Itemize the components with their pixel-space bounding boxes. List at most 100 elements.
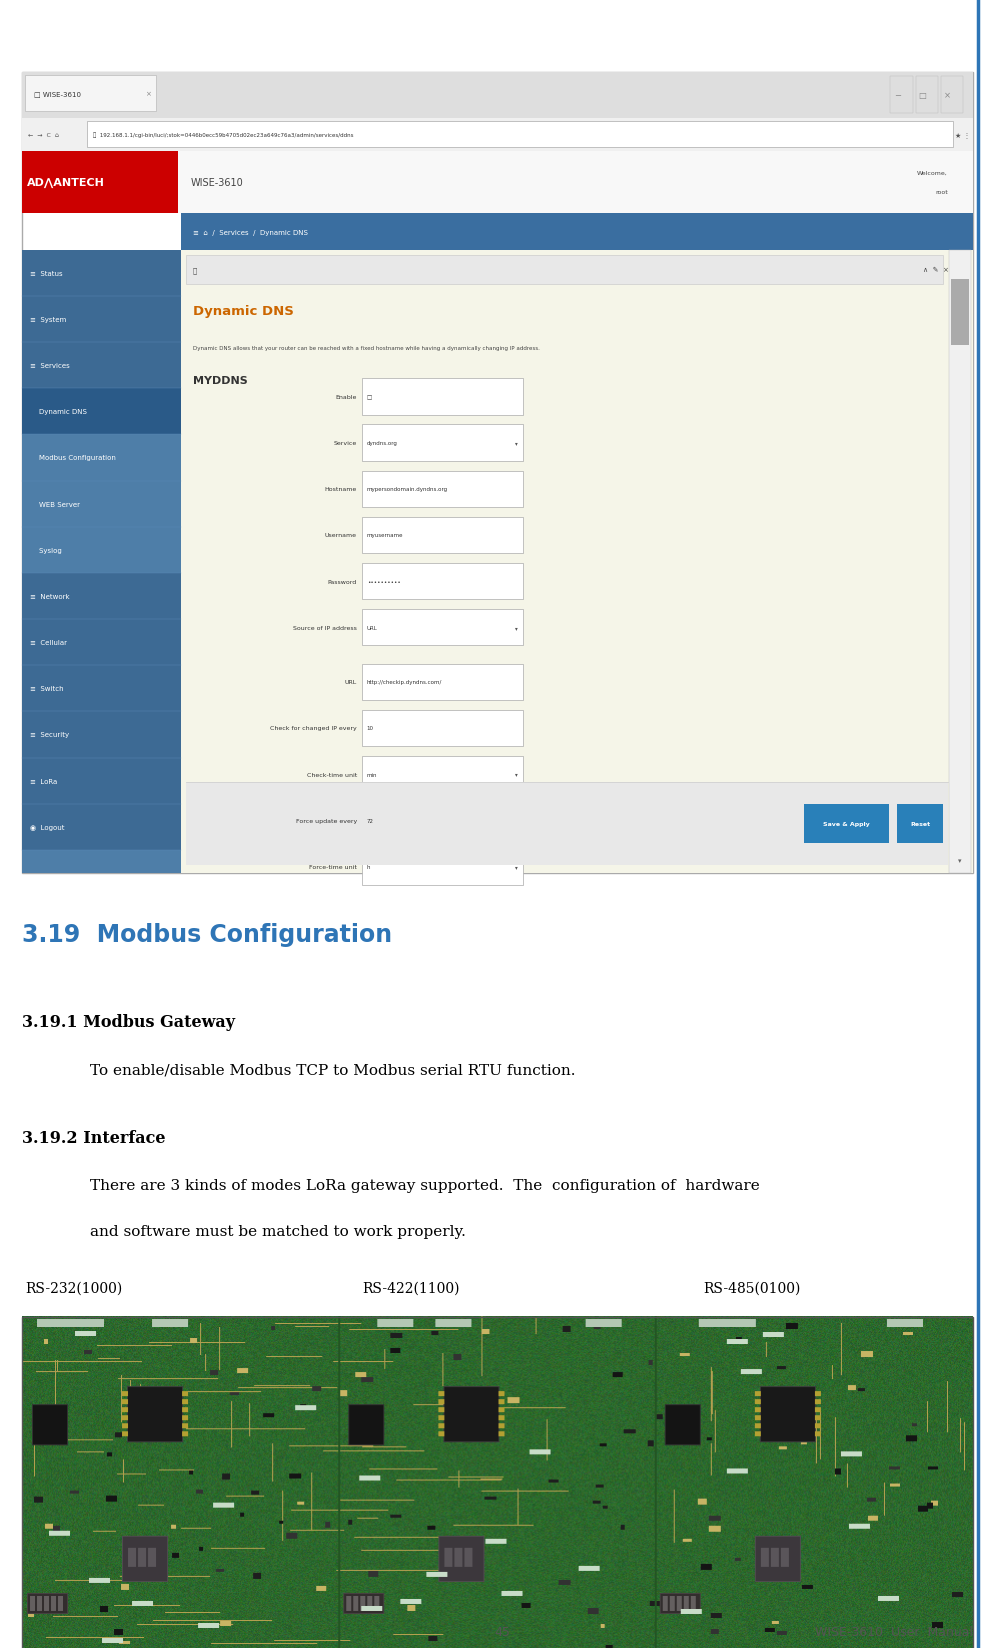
Text: ≡  Switch: ≡ Switch: [30, 686, 63, 692]
Bar: [22, 574, 181, 620]
Text: RS-485(0100): RS-485(0100): [704, 1280, 801, 1294]
Text: ≡  Security: ≡ Security: [30, 732, 69, 738]
Bar: [186, 255, 943, 285]
Text: Save & Apply: Save & Apply: [823, 821, 870, 827]
Text: ▾: ▾: [958, 857, 962, 864]
Text: ◉  Logout: ◉ Logout: [30, 824, 64, 831]
Text: 3.19.1 Modbus Gateway: 3.19.1 Modbus Gateway: [22, 1014, 235, 1030]
Bar: [25, 76, 156, 112]
Bar: [362, 849, 523, 885]
Text: WISE-3610: WISE-3610: [191, 178, 243, 188]
Text: WISE-3610  User  Manual: WISE-3610 User Manual: [815, 1625, 973, 1638]
Bar: [890, 77, 913, 114]
Text: Force-time unit: Force-time unit: [309, 864, 357, 870]
Bar: [362, 756, 523, 793]
Text: Dynamic DNS: Dynamic DNS: [193, 305, 293, 318]
Text: ★ ⋮: ★ ⋮: [955, 132, 970, 138]
Text: Reset: Reset: [910, 821, 931, 827]
Text: ••••••••••: ••••••••••: [367, 578, 401, 585]
Bar: [362, 517, 523, 554]
Bar: [87, 122, 953, 148]
Text: h: h: [367, 864, 370, 870]
Text: Force update every: Force update every: [295, 817, 357, 824]
Text: RS-232(1000): RS-232(1000): [25, 1280, 123, 1294]
Bar: [22, 119, 973, 152]
Text: ▾: ▾: [515, 771, 518, 778]
Text: ⭐  192.168.1.1/cgi-bin/luci/;stok=0446b0ecc59b4705d02ec23a649c76a3/admin/service: ⭐ 192.168.1.1/cgi-bin/luci/;stok=0446b0e…: [93, 132, 354, 138]
Text: Service: Service: [334, 440, 357, 447]
Text: ≡  Status: ≡ Status: [30, 270, 62, 277]
Text: 3.19  Modbus Configuration: 3.19 Modbus Configuration: [22, 923, 392, 948]
Text: mypersondomain.dyndns.org: mypersondomain.dyndns.org: [367, 486, 448, 493]
Bar: [362, 379, 523, 415]
Text: 45: 45: [494, 1625, 511, 1638]
Text: Check for changed IP every: Check for changed IP every: [270, 725, 357, 732]
Text: ≡  ⌂  /  Services  /  Dynamic DNS: ≡ ⌂ / Services / Dynamic DNS: [193, 229, 308, 236]
FancyBboxPatch shape: [22, 73, 973, 873]
Bar: [362, 425, 523, 461]
Text: root: root: [935, 190, 948, 194]
Bar: [949, 250, 971, 873]
Bar: [181, 214, 973, 250]
Bar: [22, 758, 181, 804]
Bar: [916, 77, 938, 114]
Text: To enable/disable Modbus TCP to Modbus serial RTU function.: To enable/disable Modbus TCP to Modbus s…: [90, 1063, 576, 1076]
Bar: [22, 73, 973, 119]
Text: URL: URL: [345, 679, 357, 686]
Bar: [804, 804, 889, 844]
Text: 10: 10: [367, 725, 374, 732]
Text: −: −: [894, 91, 900, 101]
Text: Hostname: Hostname: [325, 486, 357, 493]
Bar: [362, 710, 523, 747]
Text: ≡  Services: ≡ Services: [30, 363, 70, 369]
Text: ←  →  C  ⌂: ← → C ⌂: [28, 132, 59, 138]
Text: Welcome,: Welcome,: [917, 171, 948, 176]
Text: ∧  ✎  ×: ∧ ✎ ×: [923, 267, 949, 274]
Text: dyndns.org: dyndns.org: [367, 440, 398, 447]
Bar: [362, 564, 523, 600]
Text: RS-422(1100): RS-422(1100): [362, 1280, 459, 1294]
Text: AD⋀ANTECH: AD⋀ANTECH: [27, 178, 105, 188]
Text: and software must be matched to work properly.: and software must be matched to work pro…: [90, 1224, 466, 1238]
Text: There are 3 kinds of modes LoRa gateway supported.  The  configuration of  hardw: There are 3 kinds of modes LoRa gateway …: [90, 1178, 760, 1192]
Text: URL: URL: [367, 625, 378, 631]
Bar: [22, 620, 181, 666]
Text: Dynamic DNS: Dynamic DNS: [30, 409, 87, 415]
Bar: [22, 1317, 973, 1648]
Bar: [362, 803, 523, 839]
Text: Syslog: Syslog: [30, 547, 62, 554]
Text: ≡  Cellular: ≡ Cellular: [30, 639, 67, 646]
Bar: [941, 77, 963, 114]
Text: □ WISE-3610: □ WISE-3610: [34, 91, 81, 97]
Text: □: □: [367, 394, 372, 400]
Bar: [22, 712, 181, 758]
Text: Dynamic DNS allows that your router can be reached with a fixed hostname while h: Dynamic DNS allows that your router can …: [193, 346, 540, 351]
Text: Check-time unit: Check-time unit: [307, 771, 357, 778]
Bar: [22, 297, 181, 343]
Text: myusername: myusername: [367, 532, 403, 539]
Text: 3.19.2 Interface: 3.19.2 Interface: [22, 1129, 166, 1145]
Bar: [951, 280, 969, 346]
Bar: [22, 343, 181, 389]
Text: 🔒: 🔒: [193, 267, 197, 274]
Text: ×: ×: [945, 91, 951, 101]
Text: Username: Username: [325, 532, 357, 539]
Bar: [22, 389, 181, 435]
Text: ×: ×: [145, 91, 151, 97]
Text: WEB Server: WEB Server: [30, 501, 80, 508]
Text: Password: Password: [328, 578, 357, 585]
Text: ▾: ▾: [515, 864, 518, 870]
Text: ▾: ▾: [515, 625, 518, 631]
Bar: [22, 250, 181, 297]
Text: min: min: [367, 771, 377, 778]
Bar: [22, 666, 181, 712]
Text: 72: 72: [367, 817, 374, 824]
Bar: [897, 804, 943, 844]
Text: ≡  LoRa: ≡ LoRa: [30, 778, 57, 784]
Text: □: □: [919, 91, 927, 101]
Bar: [22, 152, 973, 214]
Text: ≡  Network: ≡ Network: [30, 593, 69, 600]
Text: Source of IP address: Source of IP address: [292, 625, 357, 631]
Bar: [362, 471, 523, 508]
Text: http://checkip.dyndns.com/: http://checkip.dyndns.com/: [367, 679, 442, 686]
